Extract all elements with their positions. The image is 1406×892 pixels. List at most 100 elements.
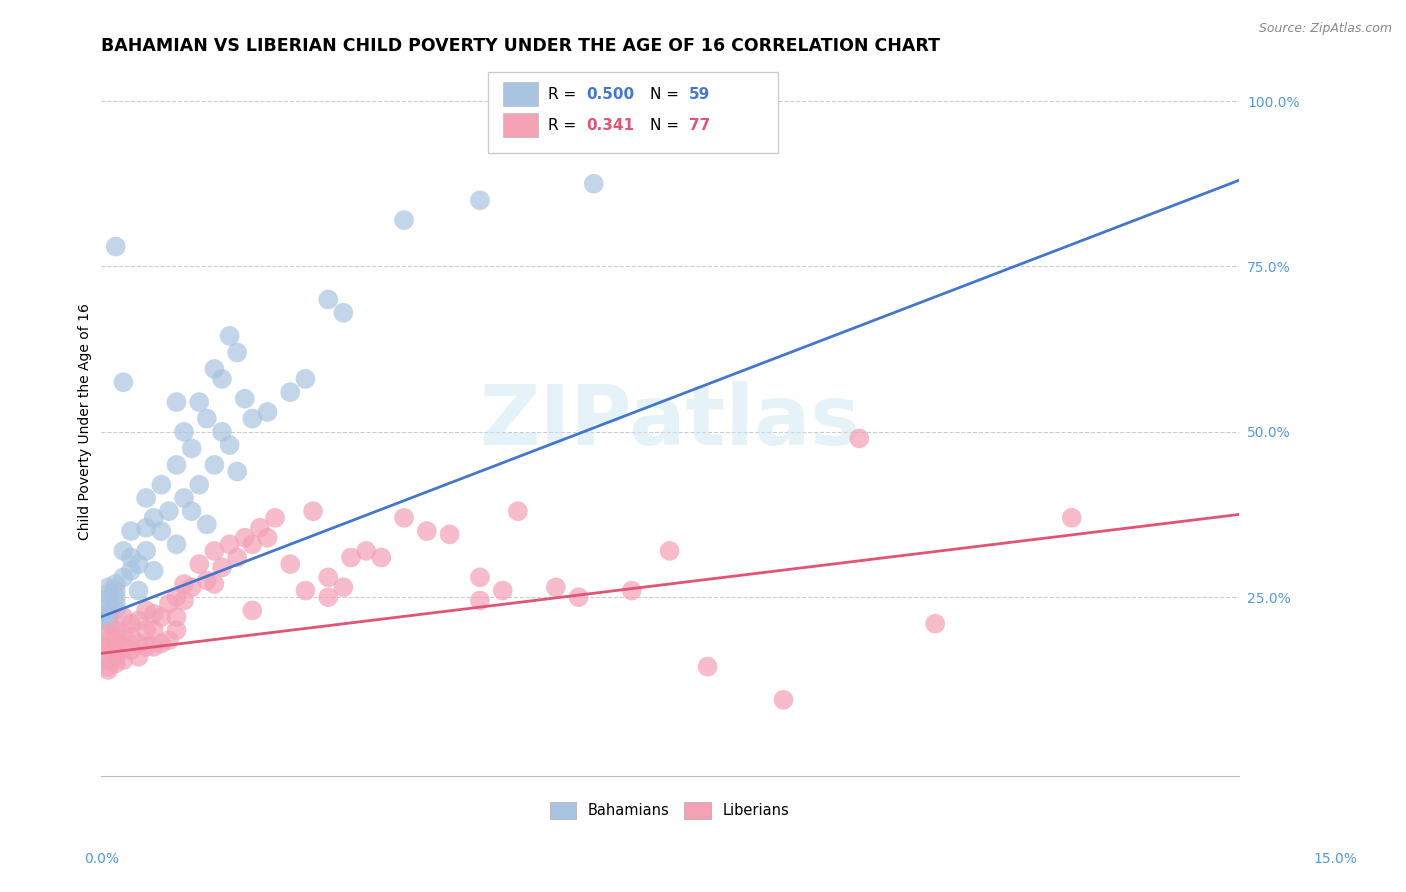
Point — [112, 610, 135, 624]
Point — [97, 593, 120, 607]
Point — [128, 613, 150, 627]
Point — [97, 580, 120, 594]
Point — [249, 521, 271, 535]
Point — [370, 550, 392, 565]
Point — [112, 626, 135, 640]
Text: 77: 77 — [689, 118, 710, 133]
Point — [332, 580, 354, 594]
Point — [211, 372, 233, 386]
FancyBboxPatch shape — [488, 71, 778, 153]
Point — [188, 477, 211, 491]
Point — [104, 591, 127, 605]
Point — [104, 597, 127, 611]
Point — [135, 544, 157, 558]
Point — [202, 458, 225, 472]
Point — [150, 524, 173, 538]
Point — [112, 640, 135, 654]
Text: 59: 59 — [689, 87, 710, 102]
Point — [104, 624, 127, 638]
Point — [104, 649, 127, 664]
Point — [468, 593, 491, 607]
Point — [240, 603, 263, 617]
Point — [142, 640, 165, 654]
Point — [211, 425, 233, 439]
Point — [166, 395, 188, 409]
Text: BAHAMIAN VS LIBERIAN CHILD POVERTY UNDER THE AGE OF 16 CORRELATION CHART: BAHAMIAN VS LIBERIAN CHILD POVERTY UNDER… — [101, 37, 939, 55]
Point — [180, 504, 202, 518]
Point — [97, 600, 120, 615]
Point — [104, 583, 127, 598]
Point — [278, 385, 301, 400]
Point — [188, 395, 211, 409]
Point — [135, 521, 157, 535]
FancyBboxPatch shape — [503, 82, 537, 106]
Point — [142, 607, 165, 621]
Point — [97, 616, 120, 631]
Point — [316, 591, 339, 605]
Point — [150, 477, 173, 491]
Point — [582, 177, 605, 191]
Text: N =: N = — [651, 87, 685, 102]
Text: R =: R = — [548, 118, 586, 133]
Point — [97, 663, 120, 677]
Point — [128, 636, 150, 650]
Point — [173, 491, 195, 505]
Point — [135, 624, 157, 638]
Text: ZIPatlas: ZIPatlas — [479, 382, 860, 462]
Point — [112, 375, 135, 389]
Y-axis label: Child Poverty Under the Age of 16: Child Poverty Under the Age of 16 — [79, 303, 93, 541]
Point — [120, 524, 142, 538]
Point — [340, 550, 363, 565]
Point — [97, 587, 120, 601]
Point — [256, 531, 278, 545]
Point — [104, 657, 127, 671]
Point — [294, 583, 316, 598]
Point — [226, 550, 249, 565]
Legend: Bahamians, Liberians: Bahamians, Liberians — [544, 796, 794, 825]
Point — [97, 610, 120, 624]
Point — [202, 362, 225, 376]
Point — [211, 560, 233, 574]
Point — [97, 640, 120, 654]
Point — [120, 630, 142, 644]
Point — [97, 647, 120, 661]
Point — [195, 574, 218, 588]
Text: N =: N = — [651, 118, 685, 133]
Point — [392, 511, 415, 525]
Point — [173, 425, 195, 439]
Point — [620, 583, 643, 598]
Text: 0.0%: 0.0% — [84, 853, 118, 866]
Text: Source: ZipAtlas.com: Source: ZipAtlas.com — [1258, 22, 1392, 36]
Point — [120, 564, 142, 578]
Point — [104, 643, 127, 657]
Point — [166, 624, 188, 638]
Text: R =: R = — [548, 87, 581, 102]
Point — [233, 392, 256, 406]
Point — [157, 597, 180, 611]
Point — [166, 458, 188, 472]
Point — [848, 432, 870, 446]
Point — [240, 411, 263, 425]
Point — [658, 544, 681, 558]
Point — [112, 653, 135, 667]
Text: 0.341: 0.341 — [586, 118, 634, 133]
Point — [128, 557, 150, 571]
Point — [468, 570, 491, 584]
Point — [294, 372, 316, 386]
Point — [112, 544, 135, 558]
Point — [924, 616, 946, 631]
Point — [97, 659, 120, 673]
Point — [157, 633, 180, 648]
Point — [112, 570, 135, 584]
Point — [492, 583, 515, 598]
Point — [104, 239, 127, 253]
Point — [135, 640, 157, 654]
Point — [135, 491, 157, 505]
Point — [316, 293, 339, 307]
Text: 15.0%: 15.0% — [1313, 853, 1358, 866]
Point — [278, 557, 301, 571]
Point — [157, 504, 180, 518]
Point — [166, 610, 188, 624]
Point — [128, 583, 150, 598]
Point — [468, 194, 491, 208]
